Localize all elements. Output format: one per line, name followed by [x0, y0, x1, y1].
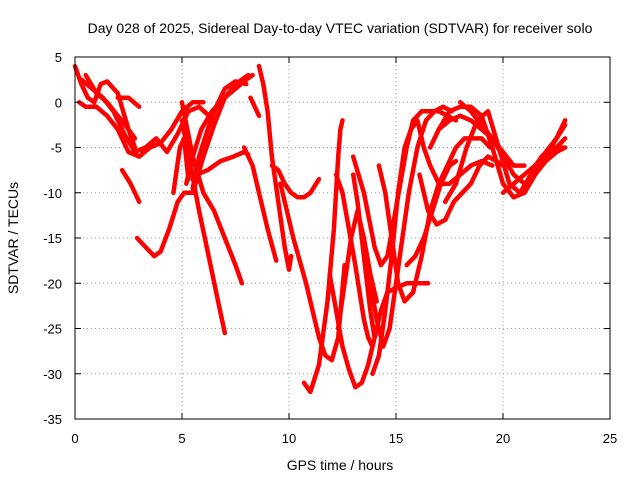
series-arc-8	[171, 136, 191, 196]
series-arc-3	[79, 77, 217, 155]
series-arc-15	[241, 145, 279, 263]
x-tick-label: 20	[496, 431, 510, 446]
axis-ticks	[74, 56, 611, 420]
y-tick-label: 5	[55, 50, 62, 65]
x-tick-label: 25	[603, 431, 617, 446]
series-arc-18	[269, 163, 322, 200]
series-arc-29	[404, 158, 459, 268]
data-series	[72, 63, 568, 395]
series-arc-21	[327, 271, 431, 390]
series-arc-33	[436, 104, 568, 200]
series-arc-22	[333, 172, 375, 349]
series-arc-6	[119, 167, 142, 205]
series-arc-1	[72, 63, 138, 150]
series-arc-7	[134, 190, 193, 259]
series-arc-13	[190, 79, 249, 191]
series-arc-12	[190, 72, 251, 196]
y-tick-labels: 5 0 -5 -10 -15 -20 -25 -30 -35	[43, 50, 62, 427]
x-tick-label: 0	[71, 431, 78, 446]
x-tick-label: 10	[282, 431, 296, 446]
y-tick-label: -25	[43, 322, 62, 337]
x-tick-label: 15	[389, 431, 403, 446]
series-arc-27	[370, 118, 495, 377]
y-tick-label: 0	[55, 95, 62, 110]
y-tick-label: -10	[43, 186, 62, 201]
series-arc-5	[115, 95, 142, 110]
x-tick-label: 5	[178, 431, 185, 446]
x-axis-label: GPS time / hours	[287, 457, 394, 473]
series-arc-4	[83, 72, 138, 141]
series-arc-37	[532, 136, 568, 168]
series-arc-34	[457, 100, 527, 186]
series-arc-16	[248, 95, 262, 119]
y-tick-label: -30	[43, 367, 62, 382]
series-arc-10	[179, 118, 228, 336]
series-arc-26	[361, 104, 454, 349]
y-axis-label: SDTVAR / TECUs	[5, 182, 21, 294]
series-arc-30	[417, 154, 506, 227]
chart-title: Day 028 of 2025, Sidereal Day-to-day VTE…	[88, 20, 593, 36]
x-tick-labels: 0 5 10 15 20 25	[71, 431, 617, 446]
y-tick-label: -35	[43, 412, 62, 427]
series-arc-20	[301, 118, 345, 395]
series-arc-19	[278, 181, 347, 363]
y-tick-label: -15	[43, 231, 62, 246]
y-tick-label: -20	[43, 276, 62, 291]
grid	[75, 57, 610, 419]
y-tick-label: -5	[50, 141, 62, 156]
series-arc-17	[256, 63, 294, 272]
